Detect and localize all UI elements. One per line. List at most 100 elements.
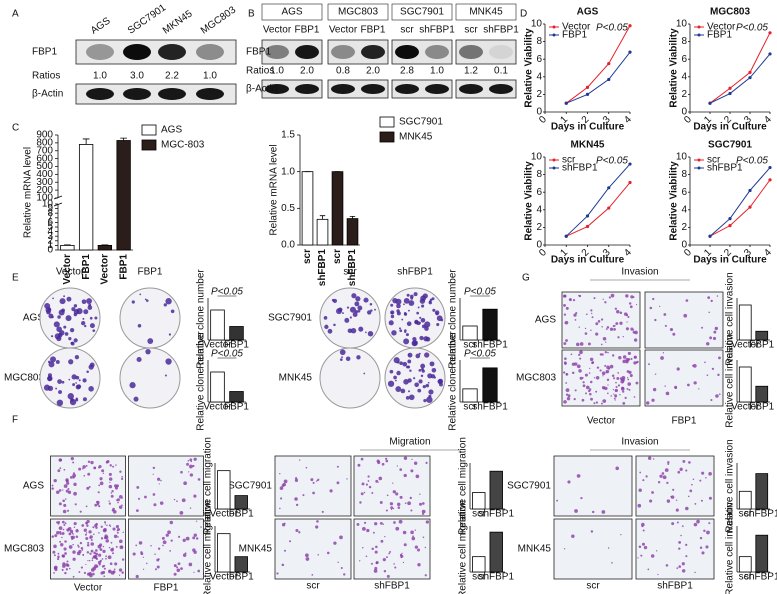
colony <box>411 340 418 347</box>
x-tick-label: 0 <box>537 247 549 259</box>
colony <box>396 309 400 313</box>
chart-title: SGC7901 <box>708 140 752 151</box>
ratio: 0.1 <box>494 66 508 77</box>
cell <box>689 489 693 493</box>
cell <box>375 545 378 549</box>
cell <box>607 384 609 386</box>
colony <box>338 307 343 312</box>
cell <box>58 526 63 530</box>
cell <box>685 469 688 472</box>
micrograph <box>553 518 633 580</box>
cell <box>609 364 614 369</box>
cell <box>87 460 91 464</box>
column-label: Vector <box>74 583 103 594</box>
cell <box>365 483 368 486</box>
cell <box>90 542 95 546</box>
colony <box>145 299 149 302</box>
cell <box>564 320 569 325</box>
ratio: 2.0 <box>366 66 380 77</box>
cell <box>415 474 420 479</box>
colony <box>168 333 172 336</box>
cell <box>627 382 632 386</box>
colony <box>67 393 74 400</box>
cell <box>571 534 575 539</box>
cell <box>584 327 587 330</box>
y-tick-label: 200 <box>36 185 53 196</box>
actin-band <box>489 84 513 94</box>
x-tick-label: shFBP1 <box>347 249 358 287</box>
cell <box>294 478 299 482</box>
colony <box>88 364 94 370</box>
colony <box>59 298 66 305</box>
cell <box>73 526 76 528</box>
cell <box>611 561 613 564</box>
cell <box>395 492 399 496</box>
colony <box>390 314 395 319</box>
bar <box>738 556 752 573</box>
y-axis-label: Relative cell invasion <box>725 334 736 427</box>
y-tick-label: 6 <box>681 54 687 65</box>
cell <box>693 381 697 385</box>
cell <box>685 506 689 511</box>
cell <box>195 520 198 522</box>
fbp1-band <box>123 44 151 60</box>
cell <box>574 509 578 513</box>
cell <box>386 556 388 559</box>
cell <box>82 465 86 469</box>
cell <box>85 464 88 467</box>
cell <box>601 325 603 328</box>
cell <box>117 536 119 538</box>
cell <box>596 366 600 369</box>
cell <box>609 327 614 331</box>
cell <box>65 568 68 571</box>
cell <box>61 532 65 535</box>
cell <box>664 385 666 387</box>
cell <box>72 543 74 546</box>
cell <box>56 521 59 524</box>
fbp1-band <box>158 44 186 60</box>
cell <box>86 572 91 576</box>
y-axis-label: Relative clone number <box>196 331 207 431</box>
cell <box>111 549 113 551</box>
colony <box>406 365 409 369</box>
cell <box>136 485 140 489</box>
cell <box>181 498 186 503</box>
cell <box>705 477 707 479</box>
cell <box>683 313 688 318</box>
actin-band <box>196 88 224 100</box>
panel-letter: C <box>12 123 19 134</box>
cell <box>54 568 58 572</box>
colony <box>350 327 357 334</box>
annotation: P<0.05 <box>736 23 768 34</box>
colony <box>88 303 92 307</box>
cell <box>413 461 418 465</box>
row-label: MGC803 <box>4 373 44 384</box>
colony <box>81 299 87 305</box>
colony <box>165 358 172 365</box>
cell <box>610 395 613 397</box>
cell <box>311 573 314 576</box>
cell <box>588 372 591 374</box>
cell <box>64 552 67 555</box>
lane-label: scr <box>464 25 478 36</box>
colony <box>417 306 420 309</box>
cell <box>154 553 156 555</box>
y-tick-label: 0 <box>536 107 542 118</box>
cell <box>595 376 600 380</box>
y-tick-label: 400 <box>36 169 53 180</box>
cell <box>184 552 187 555</box>
colony <box>357 309 361 313</box>
cell <box>73 491 77 496</box>
cell <box>279 507 281 510</box>
cell <box>137 497 141 500</box>
chart-title: MKN45 <box>571 140 605 151</box>
cell <box>69 476 73 479</box>
point <box>768 165 772 170</box>
colony <box>147 338 154 344</box>
micrograph <box>274 518 352 580</box>
cell <box>157 547 161 550</box>
cell <box>101 469 105 473</box>
colony <box>50 335 54 338</box>
y-tick-label: 10 <box>676 19 688 30</box>
lane-label: MGC803 <box>199 4 238 36</box>
